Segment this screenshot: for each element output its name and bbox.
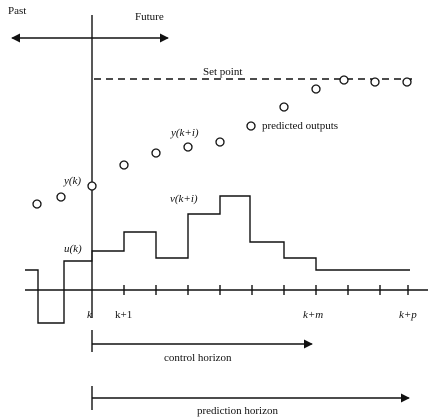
control-input-signal	[25, 195, 410, 324]
prediction-horizon-label: prediction horizon	[197, 405, 278, 417]
set-point-label: Set point	[203, 66, 242, 78]
current-output-point	[87, 181, 97, 191]
past-label: Past	[8, 5, 26, 17]
predicted-outputs-label: predicted outputs	[262, 120, 338, 132]
predicted-output-point	[215, 137, 225, 147]
y-k-label: y(k)	[63, 175, 81, 187]
tick-label-k: k	[87, 309, 93, 321]
predicted-output-point	[151, 148, 161, 158]
predicted-output-point	[311, 84, 321, 94]
future-label: Future	[135, 11, 164, 23]
predicted-output-point	[402, 77, 412, 87]
predicted-output-point	[339, 75, 349, 85]
tick-label-k-plus-m: k+m	[303, 309, 323, 321]
past-output-point	[32, 199, 42, 209]
past-output-point	[56, 192, 66, 202]
predicted-output-point	[279, 102, 289, 112]
predicted-output-point	[183, 142, 193, 152]
tick-label-k-plus-1: k+1	[115, 309, 132, 321]
v-k-plus-i-label: v(k+i)	[170, 193, 198, 205]
predicted-output-point	[119, 160, 129, 170]
predicted-output-point	[246, 121, 256, 131]
axis-ticks	[123, 285, 409, 295]
control-horizon-label: control horizon	[164, 352, 232, 364]
u-k-label: u(k)	[64, 243, 82, 255]
output-points	[32, 75, 412, 209]
y-k-plus-i-label: y(k+i)	[170, 127, 199, 139]
tick-label-k-plus-p: k+p	[399, 309, 417, 321]
predicted-output-point	[370, 77, 380, 87]
